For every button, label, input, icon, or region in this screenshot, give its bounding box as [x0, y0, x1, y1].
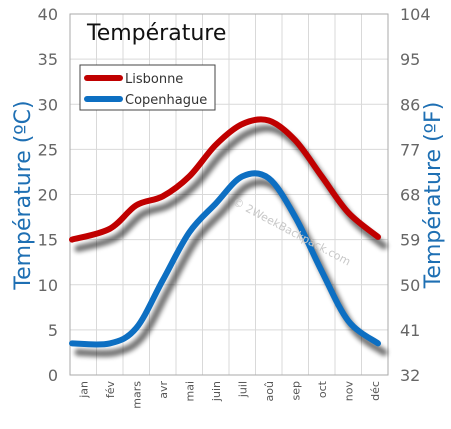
y-tick-label-right: 95: [400, 50, 420, 69]
x-tick-label: oct: [316, 380, 329, 398]
y-tick-label-left: 0: [48, 366, 58, 385]
x-tick-label: aoû: [263, 381, 276, 401]
y-tick-label-right: 59: [400, 231, 420, 250]
series-line-copenhague: [69, 170, 381, 348]
legend: Lisbonne Copenhague: [79, 64, 216, 111]
x-tick-label: fév: [104, 381, 117, 399]
y-tick-label-left: 15: [38, 231, 58, 250]
y-tick-label-right: 50: [400, 276, 420, 295]
y-tick-label-left: 5: [48, 321, 58, 340]
y-tick-label-right: 41: [400, 321, 420, 340]
chart-title: Température: [86, 21, 226, 46]
plot-frame: [69, 13, 389, 376]
x-tick-label: avr: [157, 381, 170, 399]
x-tick-label: juin: [210, 381, 223, 402]
x-tick-label: déc: [369, 381, 382, 401]
series-line-lisbonne: [69, 116, 381, 243]
y-tick-label-left: 20: [38, 186, 58, 205]
legend-box: [79, 64, 216, 111]
series-lines: [69, 116, 388, 358]
y-tick-label-left: 35: [38, 50, 58, 69]
y-axis-left-ticks: 0 5 10 15 20 25 30 35 40: [38, 5, 58, 385]
x-tick-label: mars: [130, 381, 143, 409]
y-tick-label-left: 10: [38, 276, 58, 295]
x-tick-label: jan: [77, 381, 90, 399]
y-axis-right-title: Température (ºF): [421, 102, 446, 290]
x-tick-label: juil: [236, 381, 249, 398]
y-tick-label-right: 86: [400, 95, 420, 114]
y-tick-label-left: 25: [38, 140, 58, 159]
y-tick-label-right: 68: [400, 186, 420, 205]
y-axis-left-title: Température (ºC): [11, 100, 36, 290]
y-tick-label-right: 32: [400, 366, 420, 385]
x-tick-label: nov: [342, 381, 355, 402]
y-tick-label-left: 30: [38, 95, 58, 114]
legend-label-lisbonne: Lisbonne: [125, 72, 183, 87]
x-tick-label: sep: [289, 381, 302, 400]
y-axis-right-ticks: 32 41 50 59 68 77 86 95 104: [400, 5, 431, 385]
y-tick-label-right: 104: [400, 5, 431, 24]
x-tick-label: mai: [183, 381, 196, 402]
x-axis-ticks: jan fév mars avr mai juin juil aoû sep oct nov déc: [77, 380, 382, 408]
y-tick-label-right: 77: [400, 140, 420, 159]
legend-label-copenhague: Copenhague: [125, 93, 207, 108]
y-tick-label-left: 40: [38, 5, 58, 24]
